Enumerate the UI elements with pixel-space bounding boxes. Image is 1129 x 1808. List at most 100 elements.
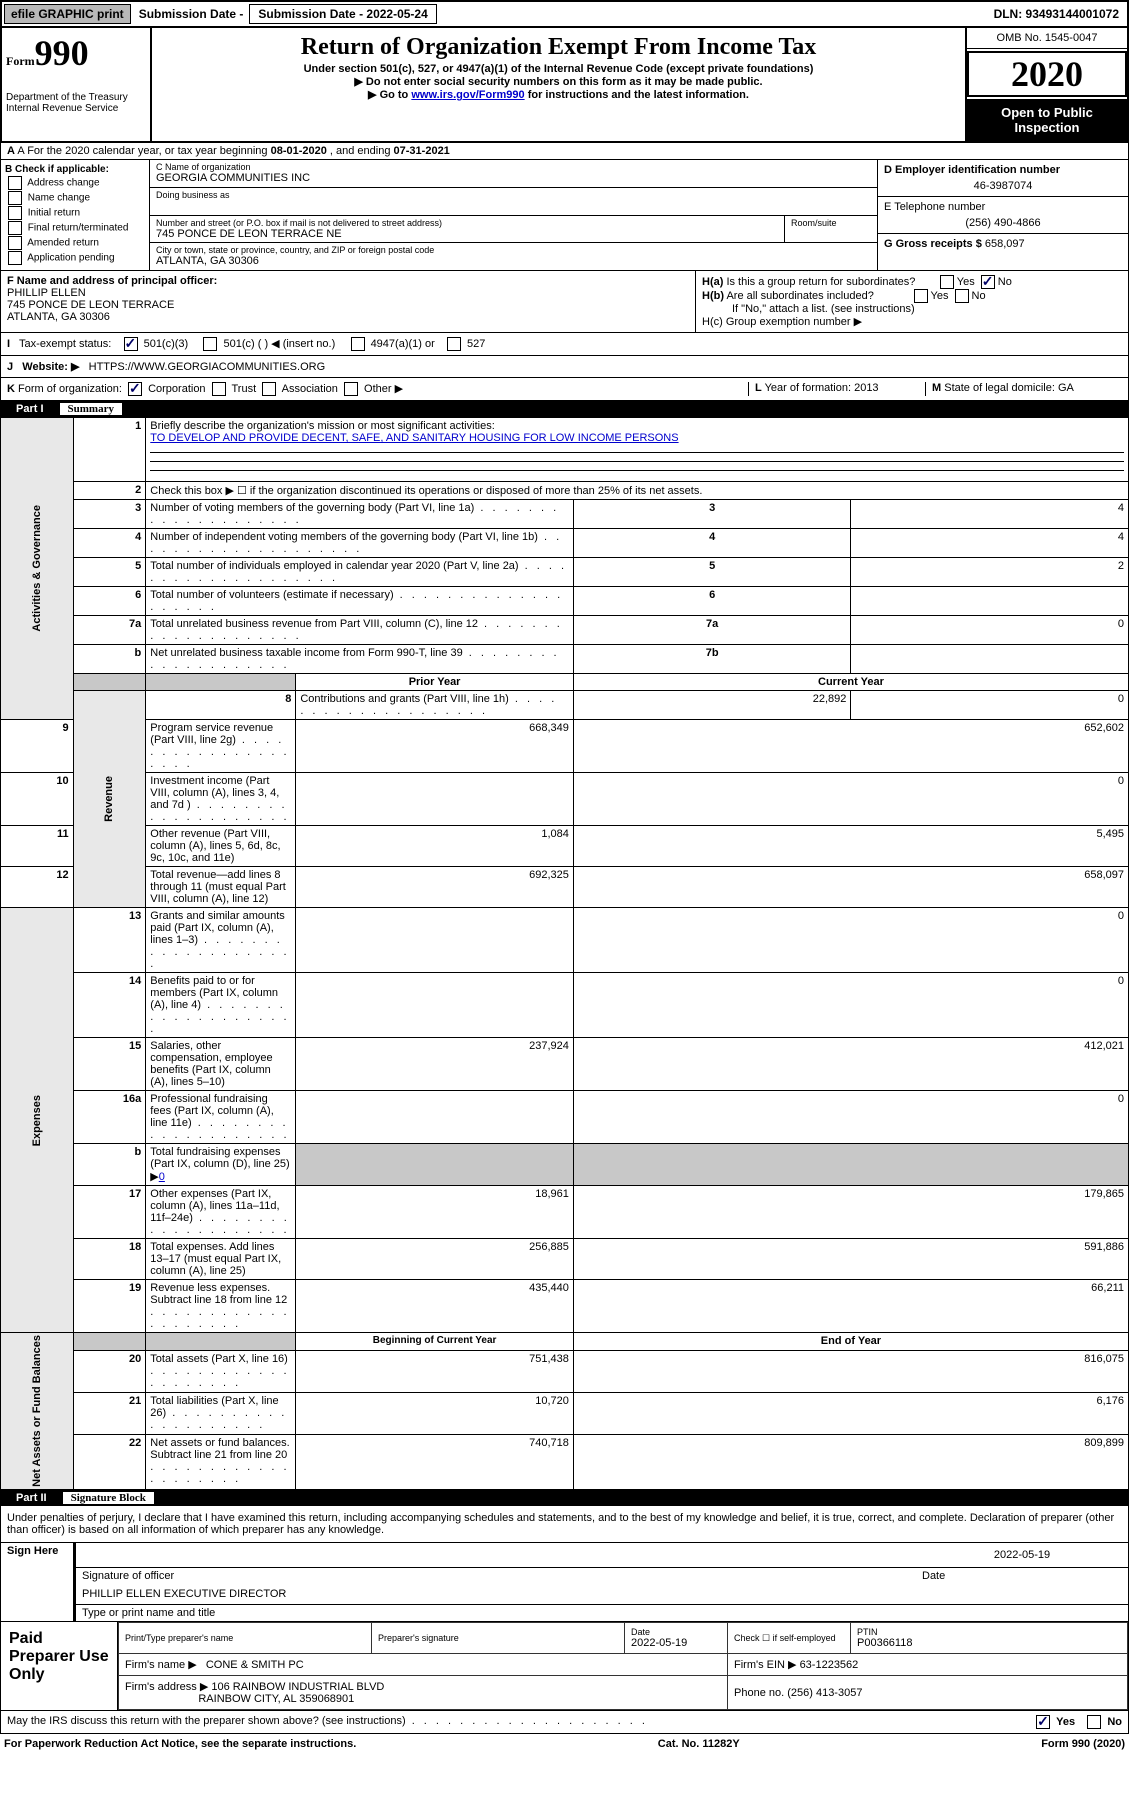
form-subtitle-1: Under section 501(c), 527, or 4947(a)(1)… xyxy=(156,63,961,75)
firm-ein: 63-1223562 xyxy=(800,1659,859,1671)
h-b-note: If "No," attach a list. (see instruction… xyxy=(702,303,1122,315)
officer-name: PHILLIP ELLEN EXECUTIVE DIRECTOR xyxy=(75,1584,1129,1605)
dept-irs: Internal Revenue Service xyxy=(6,103,146,114)
chk-other[interactable] xyxy=(344,382,358,396)
submission-date-label: Submission Date - xyxy=(133,5,250,23)
city-row: City or town, state or province, country… xyxy=(150,243,877,270)
omb-number: OMB No. 1545-0047 xyxy=(967,28,1127,49)
org-address: 745 PONCE DE LEON TERRACE NE xyxy=(156,228,778,240)
sig-date-label: Date xyxy=(916,1568,1129,1585)
form-subtitle-2: ▶ Do not enter social security numbers o… xyxy=(156,75,961,88)
side-tab-net-assets: Net Assets or Fund Balances xyxy=(1,1333,74,1490)
summary-table: Activities & Governance 1 Briefly descri… xyxy=(0,417,1129,1490)
gross-receipts-row: G Gross receipts $ 658,097 xyxy=(878,234,1128,270)
header-right: OMB No. 1545-0047 2020 Open to Public In… xyxy=(965,28,1127,141)
l4-value: 4 xyxy=(851,529,1129,558)
col-c-org-info: C Name of organization GEORGIA COMMUNITI… xyxy=(150,160,877,270)
col-f-officer: F Name and address of principal officer:… xyxy=(1,271,696,332)
chk-discuss-yes[interactable] xyxy=(1036,1715,1050,1729)
addr-row: Number and street (or P.O. box if mail i… xyxy=(150,216,877,243)
section-b-through-g: B Check if applicable: Address change Na… xyxy=(0,160,1129,271)
side-tab-expenses: Expenses xyxy=(1,908,74,1333)
h-c-row: H(c) Group exemption number ▶ xyxy=(702,315,1122,328)
form-subtitle-3: ▶ Go to www.irs.gov/Form990 for instruct… xyxy=(156,88,961,101)
form-number: Form990 xyxy=(6,32,146,74)
chk-hb-yes[interactable] xyxy=(914,289,928,303)
irs-discuss-row: May the IRS discuss this return with the… xyxy=(0,1711,1129,1734)
form-header: Form990 Department of the Treasury Inter… xyxy=(0,28,1129,143)
dba-row: Doing business as xyxy=(150,188,877,216)
firm-phone: (256) 413-3057 xyxy=(787,1687,862,1699)
chk-name-change[interactable]: Name change xyxy=(5,191,145,205)
year-formation: 2013 xyxy=(854,382,878,394)
chk-address-change[interactable]: Address change xyxy=(5,176,145,190)
side-tab-governance: Activities & Governance xyxy=(1,418,74,720)
open-public-badge: Open to Public Inspection xyxy=(967,99,1127,141)
form-title: Return of Organization Exempt From Incom… xyxy=(156,34,961,61)
col-d-e-g: D Employer identification number 46-3987… xyxy=(877,160,1128,270)
row-a-tax-year: A A For the 2020 calendar year, or tax y… xyxy=(0,143,1129,160)
phone-value: (256) 490-4866 xyxy=(884,217,1122,229)
submission-date: Submission Date - 2022-05-24 xyxy=(249,4,436,24)
footer-right: Form 990 (2020) xyxy=(1041,1738,1125,1750)
chk-ha-no[interactable] xyxy=(981,275,995,289)
sig-date: 2022-05-19 xyxy=(916,1543,1129,1568)
efile-print-button[interactable]: efile GRAPHIC print xyxy=(4,4,131,24)
footer-left: For Paperwork Reduction Act Notice, see … xyxy=(4,1738,356,1750)
sig-officer-label: Signature of officer xyxy=(75,1568,917,1585)
chk-4947[interactable] xyxy=(351,337,365,351)
chk-final-return[interactable]: Final return/terminated xyxy=(5,221,145,235)
footer-mid: Cat. No. 11282Y xyxy=(658,1738,740,1750)
row-i-tax-exempt: I Tax-exempt status: 501(c)(3) 501(c) ( … xyxy=(0,333,1129,356)
h-a-row: H(a) Is this a group return for subordin… xyxy=(702,275,1122,289)
prior-year-hdr: Prior Year xyxy=(296,674,574,691)
ein-row: D Employer identification number 46-3987… xyxy=(878,160,1128,197)
section-f-h: F Name and address of principal officer:… xyxy=(0,271,1129,333)
org-name: GEORGIA COMMUNITIES INC xyxy=(156,172,871,184)
chk-initial-return[interactable]: Initial return xyxy=(5,206,145,220)
h-b-row: H(b) Are all subordinates included? Yes … xyxy=(702,289,1122,303)
chk-corp[interactable] xyxy=(128,382,142,396)
chk-amended[interactable]: Amended return xyxy=(5,236,145,250)
part-1-header: Part I Summary xyxy=(0,401,1129,417)
paid-preparer-label: Paid Preparer Use Only xyxy=(1,1622,118,1710)
gross-receipts: 658,097 xyxy=(985,238,1025,250)
state-domicile: GA xyxy=(1058,382,1074,394)
side-tab-revenue: Revenue xyxy=(73,691,146,908)
dln: DLN: 93493144001072 xyxy=(986,5,1127,23)
chk-discuss-no[interactable] xyxy=(1087,1715,1101,1729)
l3-value: 4 xyxy=(851,500,1129,529)
type-name-label: Type or print name and title xyxy=(75,1605,1129,1622)
sign-here-table: Sign Here 2022-05-19 Signature of office… xyxy=(0,1543,1129,1622)
l6-value xyxy=(851,587,1129,616)
chk-assoc[interactable] xyxy=(262,382,276,396)
chk-501c[interactable] xyxy=(203,337,217,351)
tax-year: 2020 xyxy=(967,51,1127,97)
instructions-link[interactable]: www.irs.gov/Form990 xyxy=(411,89,524,101)
ptin: P00366118 xyxy=(857,1637,912,1649)
org-name-row: C Name of organization GEORGIA COMMUNITI… xyxy=(150,160,877,188)
current-year-hdr: Current Year xyxy=(573,674,1128,691)
footer: For Paperwork Reduction Act Notice, see … xyxy=(0,1734,1129,1754)
l5-value: 2 xyxy=(851,558,1129,587)
l7b-value xyxy=(851,645,1129,674)
phone-row: E Telephone number (256) 490-4866 xyxy=(878,197,1128,234)
chk-pending[interactable]: Application pending xyxy=(5,251,145,265)
chk-501c3[interactable] xyxy=(124,337,138,351)
chk-ha-yes[interactable] xyxy=(940,275,954,289)
header-left: Form990 Department of the Treasury Inter… xyxy=(2,28,152,141)
paid-preparer-section: Paid Preparer Use Only Print/Type prepar… xyxy=(0,1622,1129,1711)
mission-text: TO DEVELOP AND PROVIDE DECENT, SAFE, AND… xyxy=(150,432,678,444)
form-990-page: efile GRAPHIC print Submission Date - Su… xyxy=(0,0,1129,1754)
firm-name: CONE & SMITH PC xyxy=(206,1659,304,1671)
chk-trust[interactable] xyxy=(212,382,226,396)
row-k-l-m: K Form of organization: Corporation Trus… xyxy=(0,378,1129,401)
website-url: HTTPS://WWW.GEORGIACOMMUNITIES.ORG xyxy=(89,361,326,373)
chk-527[interactable] xyxy=(447,337,461,351)
sign-here-label: Sign Here xyxy=(1,1543,75,1622)
header-center: Return of Organization Exempt From Incom… xyxy=(152,28,965,141)
top-bar: efile GRAPHIC print Submission Date - Su… xyxy=(0,0,1129,28)
org-city: ATLANTA, GA 30306 xyxy=(156,255,871,267)
chk-hb-no[interactable] xyxy=(955,289,969,303)
signature-penalty-text: Under penalties of perjury, I declare th… xyxy=(0,1506,1129,1543)
